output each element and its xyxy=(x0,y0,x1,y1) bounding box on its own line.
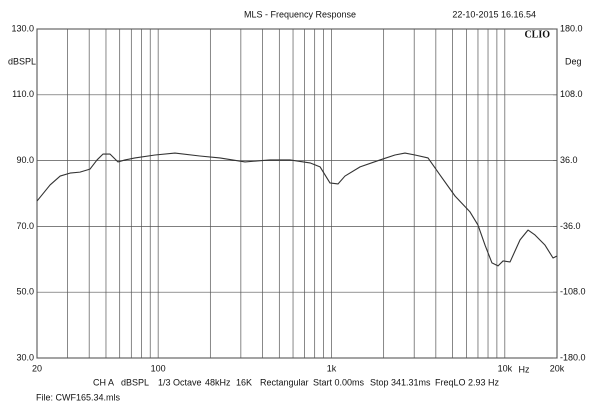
y-tick-label: 30.0 xyxy=(16,352,34,362)
x-tick-label: 10k xyxy=(498,363,513,373)
setting-label: 48kHz xyxy=(205,377,231,387)
setting-label: Rectangular xyxy=(260,377,309,387)
x-tick-label: 100 xyxy=(151,363,166,373)
y-tick-label: 130.0 xyxy=(11,23,34,33)
setting-label: dBSPL xyxy=(121,377,149,387)
response-curve xyxy=(36,152,558,267)
setting-label: 1/3 Octave xyxy=(158,377,202,387)
y2-axis-label: Deg xyxy=(565,56,582,66)
file-name: File: CWF165.34.mls xyxy=(36,392,121,402)
timestamp: 22-10-2015 16.16.54 xyxy=(452,9,536,19)
brand: CLIO xyxy=(524,29,550,40)
x-tick-label: 1k xyxy=(327,363,337,373)
plot-frame xyxy=(36,28,558,359)
y-tick-label: 90.0 xyxy=(16,155,34,165)
y2-tick-label: 36.0 xyxy=(560,155,578,165)
x-axis-label: Hz xyxy=(519,364,530,374)
y-tick-label: 70.0 xyxy=(16,221,34,231)
x-tick-label: 20k xyxy=(550,363,565,373)
x-tick-label: 20 xyxy=(32,363,42,373)
setting-label: FreqLO 2.93 Hz xyxy=(435,377,500,387)
setting-label: CH A xyxy=(93,377,114,387)
y-tick-label: 50.0 xyxy=(16,287,34,297)
y2-tick-label: -180.0 xyxy=(560,352,586,362)
setting-label: Stop 341.31ms xyxy=(370,377,431,387)
y2-tick-label: -108.0 xyxy=(560,287,586,297)
y-axis-label: dBSPL xyxy=(8,56,36,66)
y2-tick-label: 180.0 xyxy=(560,23,583,33)
chart-title: MLS - Frequency Response xyxy=(244,9,356,19)
y2-tick-label: 108.0 xyxy=(560,89,583,99)
y-tick-label: 110.0 xyxy=(12,89,34,99)
setting-label: 16K xyxy=(236,377,252,387)
setting-label: Start 0.00ms xyxy=(313,377,365,387)
y2-tick-label: -36.0 xyxy=(560,221,581,231)
